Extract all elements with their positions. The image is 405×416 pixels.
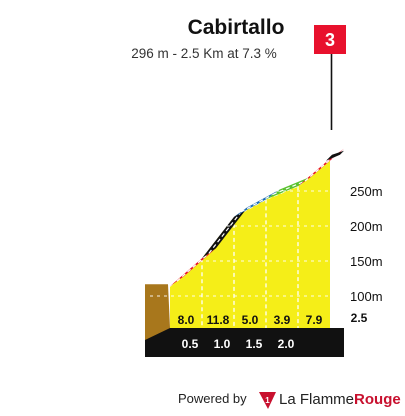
brand-name: La FlammeRouge bbox=[279, 391, 401, 408]
distance-tick-label: 0.5 bbox=[182, 337, 199, 351]
distance-tick-label: 1.5 bbox=[246, 337, 263, 351]
logo-mark: 1 bbox=[265, 396, 270, 405]
gradient-label: 5.0 bbox=[242, 313, 259, 327]
road-summit-cap bbox=[326, 150, 344, 161]
flag-number: 3 bbox=[325, 30, 335, 50]
gradient-label: 11.8 bbox=[207, 313, 230, 327]
flag-banner bbox=[314, 25, 346, 54]
gradient-label: 3.9 bbox=[274, 313, 291, 327]
distance-total-label: 2.5 bbox=[351, 311, 368, 325]
page-title: Cabirtallo bbox=[188, 16, 285, 39]
profile-area bbox=[170, 158, 330, 328]
road-center-line bbox=[240, 193, 274, 213]
altitude-tick-label: 150m bbox=[350, 254, 383, 269]
road-center-line bbox=[176, 252, 210, 282]
road-center-line bbox=[208, 211, 242, 254]
powered-by-text: Powered by bbox=[178, 391, 247, 406]
distance-base-band bbox=[145, 328, 344, 357]
gradient-labels: 8.0 11.8 5.0 3.9 7.9 bbox=[178, 313, 323, 327]
altitude-tick-label: 250m bbox=[350, 184, 383, 199]
road-segment bbox=[202, 206, 248, 259]
altitude-tick-label: 200m bbox=[350, 219, 383, 234]
gradient-label: 7.9 bbox=[306, 313, 323, 327]
climb-summary: 296 m - 2.5 Km at 7.3 % bbox=[131, 46, 277, 61]
altitude-tick-label: 100m bbox=[350, 289, 383, 304]
distance-labels: 0.5 1.0 1.5 2.0 2.5 bbox=[182, 311, 368, 351]
distance-tick-label: 1.0 bbox=[214, 337, 231, 351]
summit-flag-icon: 3 bbox=[314, 25, 346, 130]
la-flamme-rouge-logo-icon: 1 bbox=[259, 392, 276, 409]
road-center-line bbox=[272, 180, 306, 195]
distance-base-band-shape bbox=[145, 328, 344, 357]
brand-name-part2: Rouge bbox=[354, 391, 401, 408]
profile-fill bbox=[170, 158, 330, 328]
brand-name-part1: La Flamme bbox=[279, 391, 354, 408]
gradient-label: 8.0 bbox=[178, 313, 195, 327]
distance-tick-label: 2.0 bbox=[278, 337, 295, 351]
altitude-axis: 100m 150m 200m 250m bbox=[150, 184, 383, 304]
profile-road-segments bbox=[170, 148, 344, 287]
